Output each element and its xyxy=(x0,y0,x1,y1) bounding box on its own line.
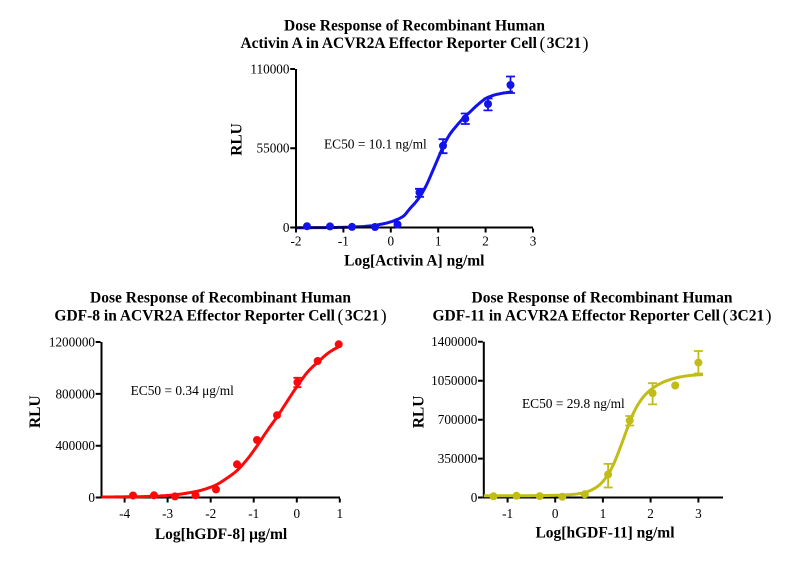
svg-text:3: 3 xyxy=(695,506,702,521)
svg-text:800000: 800000 xyxy=(55,386,95,401)
svg-text:2: 2 xyxy=(482,234,489,249)
svg-text:RLU: RLU xyxy=(228,123,245,156)
svg-text:RLU: RLU xyxy=(27,395,44,428)
svg-text:1400000: 1400000 xyxy=(431,334,478,349)
svg-text:400000: 400000 xyxy=(55,438,95,453)
svg-text:2: 2 xyxy=(647,506,654,521)
svg-text:55000: 55000 xyxy=(257,141,290,156)
svg-text:0: 0 xyxy=(88,490,95,505)
svg-text:1: 1 xyxy=(337,506,344,521)
svg-text:350000: 350000 xyxy=(438,451,478,466)
svg-text:0: 0 xyxy=(294,506,301,521)
svg-text:Dose Response of Recombinant H: Dose Response of Recombinant Human xyxy=(90,290,351,307)
svg-text:0: 0 xyxy=(552,506,559,521)
svg-text:110000: 110000 xyxy=(250,61,289,76)
svg-text:Dose Response of Recombinant H: Dose Response of Recombinant Human xyxy=(472,290,733,307)
svg-text:GDF-8 in ACVR2A Effector Repor: GDF-8 in ACVR2A Effector Reporter Cell (3… xyxy=(54,306,386,326)
svg-text:0: 0 xyxy=(471,490,478,505)
svg-text:EC50 = 29.8 ng/ml: EC50 = 29.8 ng/ml xyxy=(522,396,625,411)
svg-text:Log[Activin A] ng/ml: Log[Activin A] ng/ml xyxy=(344,253,485,270)
svg-text:-1: -1 xyxy=(338,234,349,249)
svg-text:1200000: 1200000 xyxy=(49,334,96,349)
svg-text:GDF-11 in ACVR2A Effector Repo: GDF-11 in ACVR2A Effector Reporter Cell(… xyxy=(432,306,771,326)
svg-text:0: 0 xyxy=(388,234,395,249)
svg-text:700000: 700000 xyxy=(438,412,478,427)
svg-text:Log[hGDF-11] ng/ml: Log[hGDF-11] ng/ml xyxy=(535,525,675,542)
svg-text:1: 1 xyxy=(600,506,607,521)
svg-text:-1: -1 xyxy=(502,506,513,521)
svg-text:-4: -4 xyxy=(119,506,130,521)
svg-text:1: 1 xyxy=(435,234,442,249)
svg-text:Log[hGDF-8] μg/ml: Log[hGDF-8] μg/ml xyxy=(155,526,288,543)
svg-text:-2: -2 xyxy=(205,506,216,521)
svg-text:-3: -3 xyxy=(162,506,173,521)
svg-text:Activin A in ACVR2A Effector R: Activin A in ACVR2A Effector Reporter Ce… xyxy=(240,33,588,53)
svg-text:Dose Response of Recombinant H: Dose Response of Recombinant Human xyxy=(284,18,545,35)
svg-text:-1: -1 xyxy=(248,506,259,521)
svg-text:EC50 = 10.1 ng/ml: EC50 = 10.1 ng/ml xyxy=(324,137,427,152)
svg-text:-2: -2 xyxy=(291,234,302,249)
svg-text:EC50 = 0.34 μg/ml: EC50 = 0.34 μg/ml xyxy=(131,383,235,398)
svg-text:0: 0 xyxy=(283,220,290,235)
svg-text:1050000: 1050000 xyxy=(431,373,478,388)
svg-text:RLU: RLU xyxy=(411,396,428,429)
svg-text:3: 3 xyxy=(530,234,537,249)
